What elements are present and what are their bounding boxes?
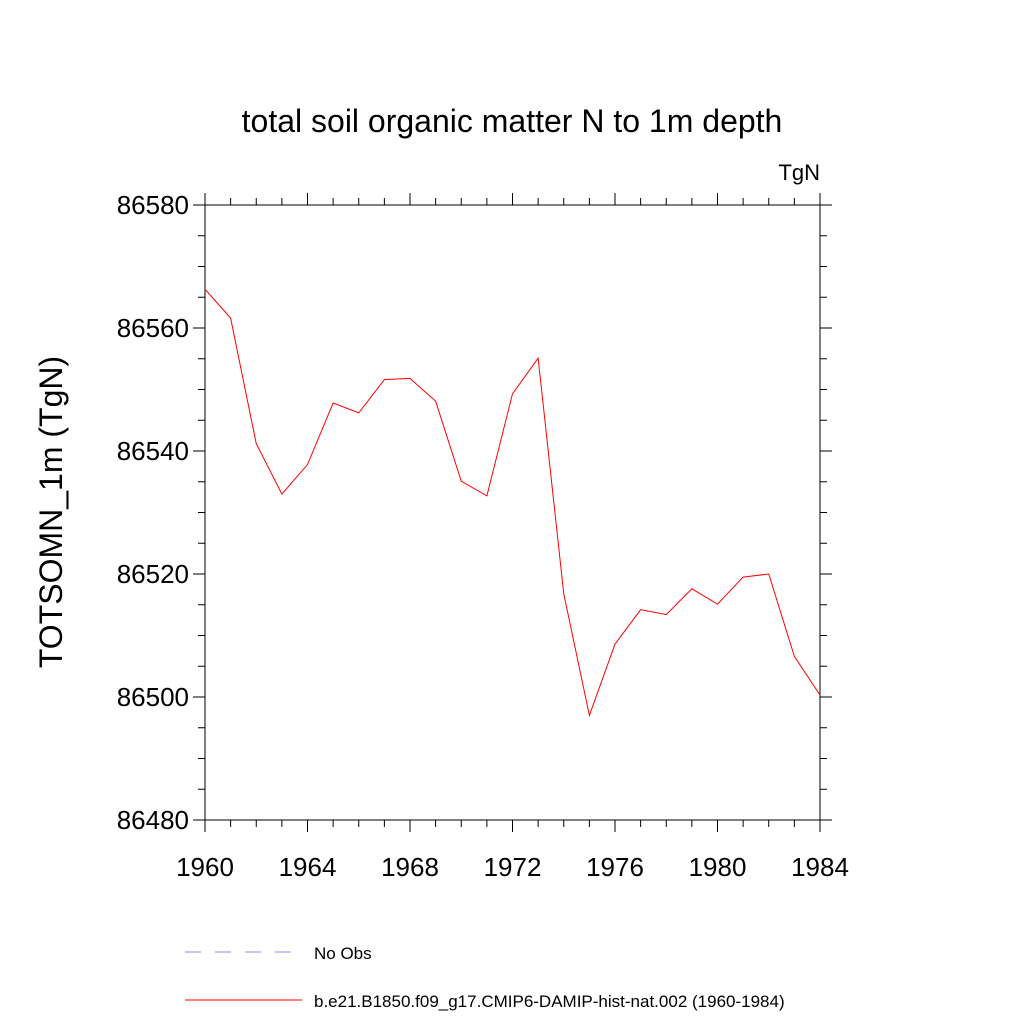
x-tick-label: 1972 (484, 852, 542, 882)
y-tick-label: 86520 (117, 559, 189, 589)
y-tick-label: 86560 (117, 313, 189, 343)
y-axis-ticks: 86480 86500 86520 86540 86560 86580 (117, 190, 832, 835)
plot-frame (204, 204, 821, 821)
x-tick-label: 1984 (791, 852, 849, 882)
legend-label: No Obs (314, 944, 372, 963)
y-tick-label: 86480 (117, 805, 189, 835)
chart-title: total soil organic matter N to 1m depth (242, 103, 783, 139)
y-tick-label: 86540 (117, 436, 189, 466)
units-label: TgN (778, 160, 820, 185)
legend: No Obs b.e21.B1850.f09_g17.CMIP6-DAMIP-hi… (185, 944, 785, 1011)
y-tick-label: 86500 (117, 682, 189, 712)
x-tick-label: 1960 (176, 852, 234, 882)
x-tick-label: 1968 (381, 852, 439, 882)
y-tick-label: 86580 (117, 190, 189, 220)
x-tick-label: 1980 (689, 852, 747, 882)
y-axis-label: TOTSOMN_1m (TgN) (33, 356, 69, 668)
x-tick-label: 1976 (586, 852, 644, 882)
x-axis-ticks: 1960 1964 1968 1972 1976 1980 1984 (176, 193, 849, 882)
legend-label: b.e21.B1850.f09_g17.CMIP6-DAMIP-hist-nat… (314, 992, 785, 1011)
series-line (204, 288, 821, 718)
series-layer (204, 288, 821, 718)
x-tick-label: 1964 (279, 852, 337, 882)
